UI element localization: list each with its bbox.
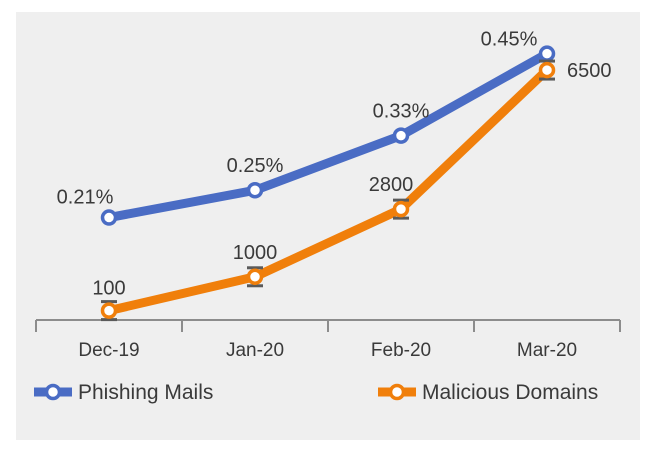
legend-label: Phishing Mails (78, 381, 213, 404)
x-tick-label: Jan-20 (226, 340, 284, 361)
data-labels: 0.21% 0.25% 0.33% 0.45% 100 1000 2800 6500 (57, 29, 612, 300)
legend-label: Malicious Domains (422, 381, 598, 404)
x-axis: Dec-19 Jan-20 Feb-20 Mar-20 (35, 319, 621, 361)
series-lines (100, 45, 556, 322)
data-label: 100 (92, 278, 125, 300)
data-point (392, 127, 410, 144)
data-point (538, 45, 556, 62)
data-label: 0.21% (57, 187, 114, 209)
data-point (100, 302, 118, 319)
x-tick-label: Mar-20 (517, 340, 577, 361)
legend-swatch-marker (44, 383, 62, 401)
data-label: 0.33% (373, 101, 430, 123)
data-point (246, 268, 264, 286)
data-point (392, 200, 410, 218)
data-point (246, 181, 264, 199)
legend-swatch-marker (388, 383, 406, 401)
x-tick-label: Feb-20 (371, 340, 431, 361)
legend: Phishing Mails Malicious Domains (34, 381, 598, 404)
x-tick-label: Dec-19 (78, 340, 139, 361)
data-label: 0.25% (227, 155, 284, 177)
data-point (538, 61, 556, 79)
data-point (100, 209, 118, 226)
data-label: 1000 (233, 242, 278, 264)
series-line-0 (104, 49, 552, 223)
data-label: 0.45% (481, 29, 538, 51)
data-label: 2800 (369, 174, 414, 196)
data-label: 6500 (567, 60, 612, 82)
series-line-1 (104, 65, 552, 316)
